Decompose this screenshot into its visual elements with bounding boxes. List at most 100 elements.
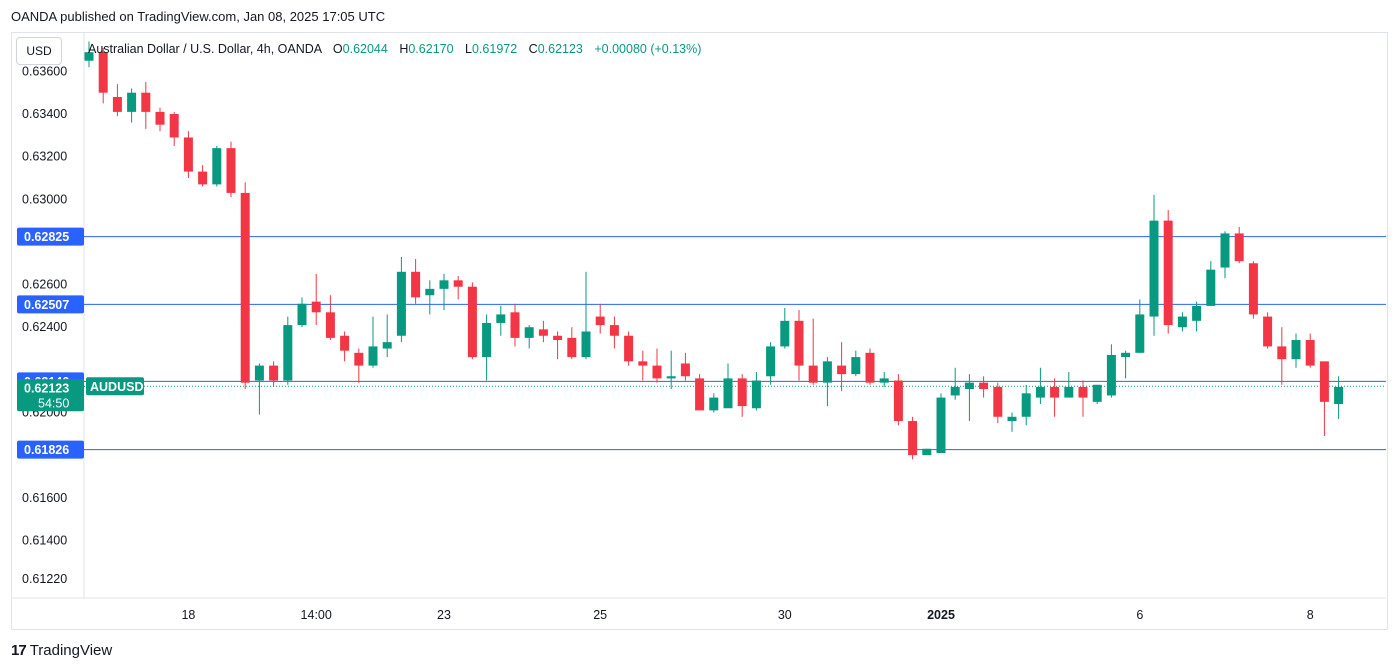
candle-body: [84, 52, 94, 61]
candle-body: [1121, 352, 1131, 358]
price-tick-label: 0.63400: [22, 107, 67, 121]
candle-body: [893, 380, 903, 422]
candle-body: [922, 448, 932, 456]
candle-body: [709, 397, 719, 411]
candle-body: [98, 52, 108, 93]
candle-body: [609, 325, 619, 336]
symbol-tag-bg: [86, 377, 144, 396]
candle-body: [368, 346, 378, 366]
candle-body: [1106, 354, 1116, 396]
candle-body: [780, 320, 790, 347]
candle-body: [226, 148, 236, 193]
candle-body: [1035, 386, 1045, 398]
candle-body: [411, 271, 421, 298]
candle-body: [865, 352, 875, 383]
price-level-label-bg: [17, 227, 84, 246]
price-level-label-bg: [17, 440, 84, 459]
candle-body: [666, 376, 676, 379]
candle-body: [638, 361, 648, 366]
price-tick-label: 0.62600: [22, 278, 67, 292]
legend-low-label: L: [465, 42, 472, 56]
price-tick-label: 0.63000: [22, 192, 67, 206]
candle-body: [425, 288, 435, 296]
candle-body: [1334, 386, 1344, 404]
bar-countdown: 54:50: [38, 396, 69, 410]
price-tick-label: 0.61220: [22, 572, 67, 586]
candle-body: [112, 96, 122, 112]
candle-body: [879, 378, 889, 383]
legend-high-value: 0.62170: [408, 42, 454, 56]
candle-body: [538, 329, 548, 336]
candle-body: [993, 386, 1003, 417]
candle-body: [240, 192, 250, 383]
candle-body: [680, 363, 690, 377]
candle-body: [254, 365, 264, 381]
chart-frame: [11, 32, 1388, 630]
candle-body: [1263, 316, 1273, 347]
candle-body: [141, 92, 151, 112]
price-scale-unit-button[interactable]: USD: [16, 37, 62, 65]
candle-body: [908, 421, 918, 456]
price-tick-label: 0.62400: [22, 320, 67, 334]
candle-body: [1291, 340, 1301, 360]
candle-body: [1078, 386, 1088, 398]
candle-body: [964, 382, 974, 390]
candle-body: [482, 322, 492, 358]
price-level-label: 0.62825: [24, 230, 69, 244]
price-level-label: 0.61826: [24, 443, 69, 457]
candle-body: [837, 365, 847, 375]
candle-body: [822, 361, 832, 383]
candle-body: [652, 365, 662, 379]
candle-body: [766, 346, 776, 377]
candle-body: [354, 352, 364, 366]
price-level-label: 0.62507: [24, 298, 69, 312]
candle-body: [553, 335, 563, 341]
candle-body: [751, 380, 761, 409]
candle-body: [950, 386, 960, 396]
candle-body: [496, 314, 506, 323]
candle-body: [340, 335, 350, 351]
last-price-label-bg: [17, 379, 84, 412]
candle-body: [936, 397, 946, 454]
candle-body: [382, 342, 392, 349]
candle-body: [1220, 233, 1230, 268]
time-tick-label: 2025: [927, 608, 955, 622]
candle-body: [1234, 233, 1244, 262]
candle-body: [396, 271, 406, 336]
time-tick-label: 23: [437, 608, 451, 622]
candle-body: [851, 357, 861, 375]
candle-body: [467, 286, 477, 358]
legend-open-value: 0.62044: [342, 42, 388, 56]
candle-body: [1177, 316, 1187, 328]
candle-body: [1163, 220, 1173, 326]
candle-body: [155, 111, 165, 125]
candle-body: [169, 114, 179, 138]
candle-body: [624, 335, 634, 362]
legend-open-label: O: [332, 42, 343, 56]
candle-body: [524, 327, 534, 338]
candle-body: [1248, 263, 1258, 315]
symbol-tag: AUDUSD: [90, 380, 143, 394]
time-tick-label: 25: [593, 608, 607, 622]
candle-body: [510, 312, 520, 338]
time-tick-label: 14:00: [301, 608, 332, 622]
tradingview-brand[interactable]: 17 TradingView: [11, 642, 112, 659]
candle-body: [1192, 305, 1202, 321]
candle-body: [269, 365, 279, 381]
candle-body: [723, 378, 733, 409]
legend-change-value: +0.00080 (+0.13%): [594, 42, 702, 56]
candle-body: [808, 365, 818, 383]
candle-body: [198, 171, 208, 185]
price-tick-label: 0.61400: [22, 533, 67, 547]
candle-body: [1135, 314, 1145, 353]
candle-body: [794, 320, 804, 366]
candle-body: [1319, 361, 1329, 402]
candle-body: [737, 378, 747, 407]
price-level-label-bg: [17, 295, 84, 314]
legend-low-value: 0.61972: [471, 42, 518, 56]
legend-close-value: 0.62123: [537, 42, 583, 56]
price-tick-label: 0.63200: [22, 150, 67, 164]
symbol-legend: Australian Dollar / U.S. Dollar, 4h, OAN…: [88, 42, 701, 56]
tradingview-logo-icon: 17: [11, 642, 27, 659]
